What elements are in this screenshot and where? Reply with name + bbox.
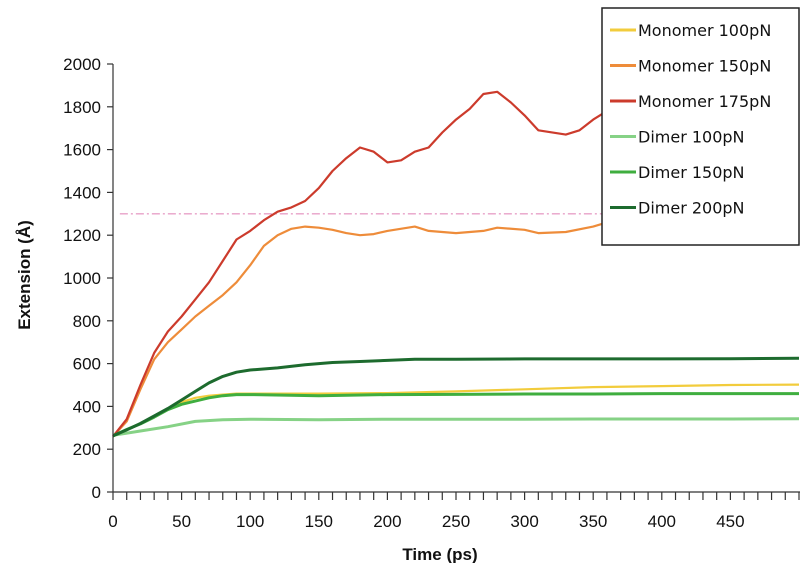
series-line xyxy=(112,90,608,438)
y-tick-label: 1600 xyxy=(63,141,101,160)
series-line xyxy=(112,356,800,438)
legend-label: Monomer 150pN xyxy=(638,57,771,76)
legend-items: Monomer 100pN Monomer 150pN Monomer 175pN D… xyxy=(610,21,771,218)
x-tick-label: 200 xyxy=(373,512,401,531)
y-tick-label: 600 xyxy=(73,355,101,374)
y-tick-label: 800 xyxy=(73,312,101,331)
y-tick-label: 1800 xyxy=(63,98,101,117)
y-tick-label: 1000 xyxy=(63,269,101,288)
x-axis-ticks: 0 50 100 150 200 250 300 350 400 450 xyxy=(108,492,800,531)
x-tick-label: 150 xyxy=(305,512,333,531)
y-axis-title: Extension (Å) xyxy=(15,220,34,330)
legend-label: Dimer 150pN xyxy=(638,163,745,182)
x-axis-title: Time (ps) xyxy=(402,545,477,563)
series-layer xyxy=(112,90,800,438)
legend-label: Monomer 175pN xyxy=(638,92,771,111)
x-tick-label: 350 xyxy=(579,512,607,531)
x-tick-label: 50 xyxy=(172,512,191,531)
x-tick-label: 100 xyxy=(236,512,264,531)
x-tick-label: 0 xyxy=(108,512,117,531)
plot-area: 0 50 100 150 200 250 300 350 400 450 0 200 400 600 80… xyxy=(63,55,800,531)
y-axis-ticks: 0 200 400 600 800 1000 1200 1400 1600 1800 2000 xyxy=(63,55,113,502)
y-tick-label: 200 xyxy=(73,440,101,459)
series-line xyxy=(112,221,608,438)
y-tick-label: 1200 xyxy=(63,226,101,245)
y-tick-label: 2000 xyxy=(63,55,101,74)
x-tick-label: 250 xyxy=(442,512,470,531)
series-line xyxy=(112,417,800,437)
y-tick-label: 1400 xyxy=(63,183,101,202)
legend-label: Dimer 200pN xyxy=(638,199,745,218)
series-line xyxy=(112,392,799,438)
legend-label: Dimer 100pN xyxy=(638,128,745,147)
legend: Monomer 100pN Monomer 150pN Monomer 175pN D… xyxy=(601,7,800,246)
legend-label: Monomer 100pN xyxy=(638,21,771,40)
legend-box xyxy=(601,7,800,246)
x-tick-label: 450 xyxy=(716,512,744,531)
y-tick-label: 0 xyxy=(92,483,101,502)
x-tick-label: 300 xyxy=(510,512,538,531)
y-tick-label: 400 xyxy=(73,397,101,416)
x-tick-label: 400 xyxy=(648,512,676,531)
